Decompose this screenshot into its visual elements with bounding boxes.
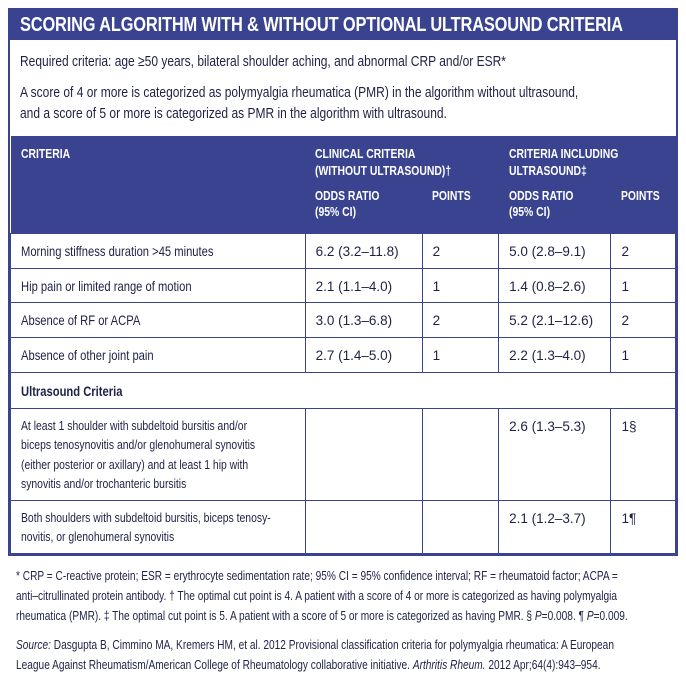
odds-ratio-cell: 2.1 (1.1–4.0) [304, 267, 423, 304]
section-header-row: Ultrasound Criteria [10, 371, 676, 409]
points-cell: 2 [421, 233, 500, 269]
points-cell: 2 [610, 233, 676, 269]
criteria-cell: Morning stiffness duration >45 minutes [10, 233, 306, 269]
points-cell: 2 [421, 302, 500, 338]
criteria-cell: Absence of RF or ACPA [10, 302, 306, 338]
table-row: Morning stiffness duration >45 minutes 6… [10, 233, 676, 269]
score-note-text: A score of 4 or more is categorized as p… [20, 84, 579, 122]
table-row: At least 1 shoulder with subdeltoid burs… [10, 407, 676, 501]
criteria-cell: Both shoulders with subdeltoid bursitis,… [10, 499, 306, 554]
points-cell-empty [421, 499, 500, 554]
odds-ratio-cell: 2.6 (1.3–5.3) [498, 407, 612, 501]
col-header-odds-ratio-without: ODDS RATIO (95% CI) [305, 181, 423, 234]
points-cell: 2 [610, 302, 676, 338]
odds-ratio-cell: 3.0 (1.3–6.8) [304, 302, 423, 338]
odds-ratio-cell-empty [304, 499, 423, 554]
odds-ratio-cell-empty [304, 407, 423, 501]
col-header-points-without: POINTS [422, 181, 499, 234]
odds-ratio-cell: 5.0 (2.8–9.1) [498, 233, 612, 269]
col-group-ultrasound: CRITERIA INCLUDING ULTRASOUND‡ [498, 135, 676, 182]
points-cell: 1 [610, 337, 676, 373]
criteria-cell: At least 1 shoulder with subdeltoid burs… [10, 407, 306, 501]
required-criteria-text: Required criteria: age ≥50 years, bilate… [20, 53, 506, 70]
table-row: Hip pain or limited range of motion 2.1 … [10, 267, 676, 304]
col-header-criteria: CRITERIA [10, 135, 306, 234]
points-cell: 1 [421, 337, 500, 373]
source-citation: Source: Dasgupta B, Cimmino MA, Kremers … [16, 637, 614, 673]
criteria-cell: Hip pain or limited range of motion [10, 267, 306, 304]
col-group-clinical: CLINICAL CRITERIA (WITHOUT ULTRASOUND)† [305, 135, 499, 182]
table-row: Absence of RF or ACPA 3.0 (1.3–6.8) 2 5.… [10, 302, 676, 338]
odds-ratio-cell: 6.2 (3.2–11.8) [304, 233, 423, 269]
section-header-ultrasound: Ultrasound Criteria [10, 371, 676, 409]
table-title: SCORING ALGORITHM WITH & WITHOUT OPTIONA… [20, 13, 623, 36]
points-cell: 1¶ [610, 499, 676, 554]
points-cell: 1 [610, 267, 676, 304]
table-row: Both shoulders with subdeltoid bursitis,… [10, 499, 676, 554]
odds-ratio-cell: 2.1 (1.2–3.7) [498, 499, 612, 554]
table-row: Absence of other joint pain 2.7 (1.4–5.0… [10, 337, 676, 373]
intro-section: Required criteria: age ≥50 years, bilate… [10, 40, 676, 136]
odds-ratio-cell: 1.4 (0.8–2.6) [498, 267, 612, 304]
table-header: CRITERIA CLINICAL CRITERIA (WITHOUT ULTR… [10, 135, 676, 234]
col-header-points-with: POINTS [610, 181, 676, 234]
figure-page: SCORING ALGORITHM WITH & WITHOUT OPTIONA… [8, 8, 678, 672]
points-cell-empty [421, 407, 500, 501]
table-title-bar: SCORING ALGORITHM WITH & WITHOUT OPTIONA… [10, 10, 676, 40]
odds-ratio-cell: 2.7 (1.4–5.0) [304, 337, 423, 373]
criteria-cell: Absence of other joint pain [10, 337, 306, 373]
scoring-table-panel: SCORING ALGORITHM WITH & WITHOUT OPTIONA… [8, 8, 678, 556]
criteria-table: CRITERIA CLINICAL CRITERIA (WITHOUT ULTR… [10, 135, 676, 554]
points-cell: 1 [421, 267, 500, 304]
odds-ratio-cell: 2.2 (1.3–4.0) [498, 337, 612, 373]
footnote-text: * CRP = C-reactive protein; ESR = erythr… [16, 567, 628, 624]
points-cell: 1§ [610, 407, 676, 501]
odds-ratio-cell: 5.2 (2.1–12.6) [498, 302, 612, 338]
col-header-odds-ratio-with: ODDS RATIO (95% CI) [498, 181, 611, 234]
